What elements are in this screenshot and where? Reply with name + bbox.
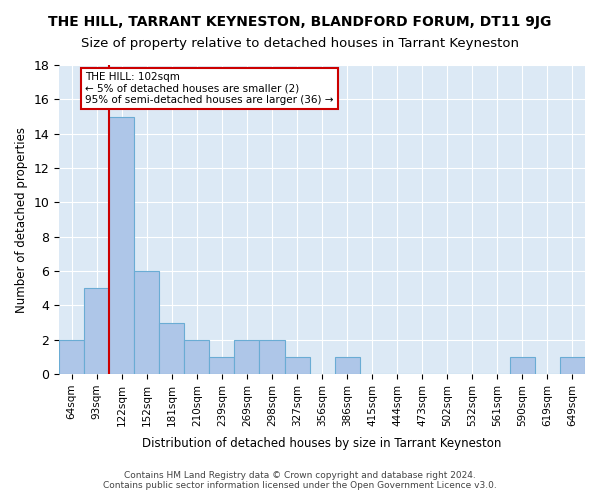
Bar <box>235 340 259 374</box>
Bar <box>209 357 235 374</box>
Bar <box>184 340 209 374</box>
X-axis label: Distribution of detached houses by size in Tarrant Keyneston: Distribution of detached houses by size … <box>142 437 502 450</box>
Text: Size of property relative to detached houses in Tarrant Keyneston: Size of property relative to detached ho… <box>81 38 519 51</box>
Bar <box>160 322 184 374</box>
Bar <box>134 271 160 374</box>
Text: Contains HM Land Registry data © Crown copyright and database right 2024.
Contai: Contains HM Land Registry data © Crown c… <box>103 470 497 490</box>
Bar <box>84 288 109 374</box>
Text: THE HILL, TARRANT KEYNESTON, BLANDFORD FORUM, DT11 9JG: THE HILL, TARRANT KEYNESTON, BLANDFORD F… <box>49 15 551 29</box>
Text: THE HILL: 102sqm
← 5% of detached houses are smaller (2)
95% of semi-detached ho: THE HILL: 102sqm ← 5% of detached houses… <box>85 72 334 105</box>
Bar <box>560 357 585 374</box>
Bar <box>284 357 310 374</box>
Y-axis label: Number of detached properties: Number of detached properties <box>15 126 28 312</box>
Bar <box>259 340 284 374</box>
Bar <box>59 340 84 374</box>
Bar <box>109 116 134 374</box>
Bar <box>335 357 359 374</box>
Bar <box>510 357 535 374</box>
